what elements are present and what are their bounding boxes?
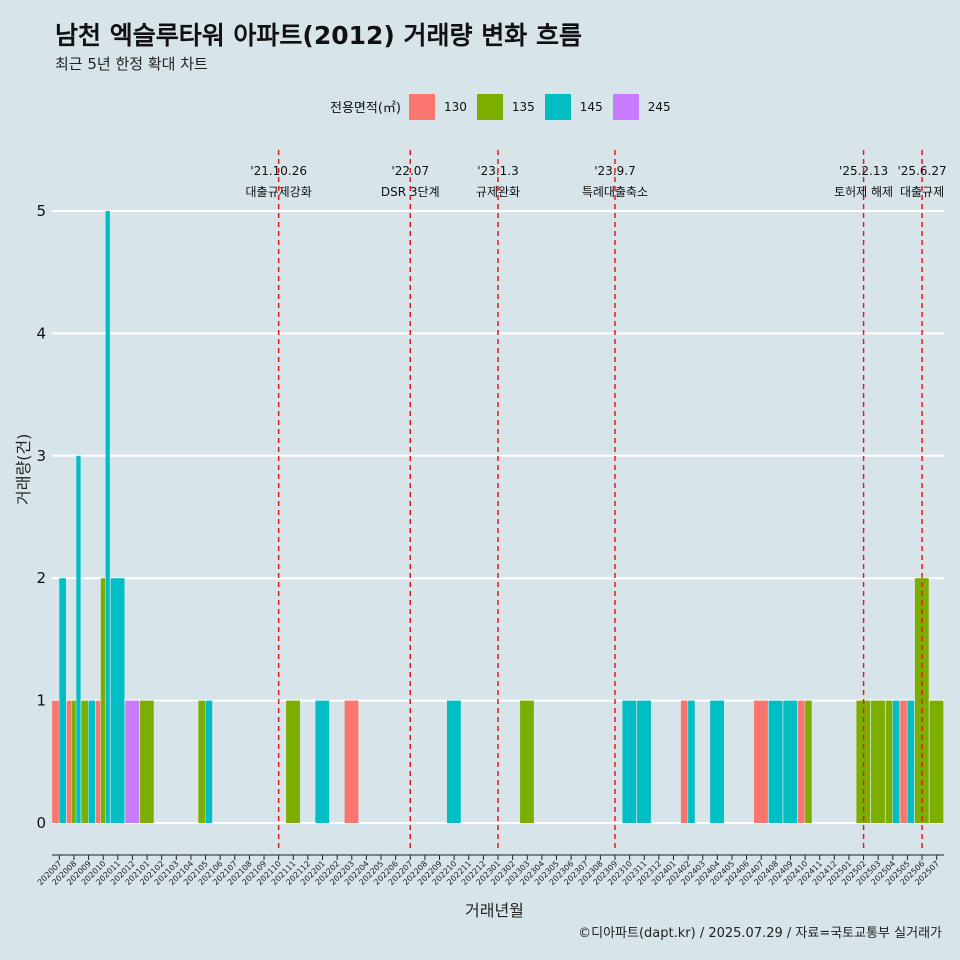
- bar-145-202210: [446, 700, 461, 823]
- event-date: '23.1.3: [477, 164, 518, 178]
- event-label: 대출규제강화: [246, 185, 312, 199]
- event-label: 토허제 해제: [834, 185, 893, 199]
- bar-135-202507: [929, 700, 944, 823]
- y-tick-label: 1: [36, 692, 46, 710]
- legend-label-135: 135: [511, 99, 535, 114]
- bars: [52, 211, 944, 823]
- bar-135-202303: [520, 700, 534, 823]
- bar-135-202010: [100, 578, 106, 823]
- event-date: '25.2.13: [839, 164, 888, 178]
- legend-item-145: 145: [544, 93, 603, 120]
- bar-145-202008: [76, 455, 81, 823]
- bar-130-202007: [52, 700, 59, 823]
- legend: 전용면적(㎡) 130 135 145 245: [330, 93, 681, 120]
- event-date: '23.9.7: [594, 164, 635, 178]
- bar-135-202101: [139, 700, 154, 823]
- bar-145-202505: [907, 700, 915, 823]
- source-caption: ©디아파트(dapt.kr) / 2025.07.29 / 자료=국토교통부 실…: [578, 926, 942, 941]
- event-label: 특례대출축소: [582, 185, 648, 199]
- bar-145-202404: [710, 700, 725, 823]
- bar-135-202502: [856, 700, 871, 823]
- bar-145-202009: [88, 700, 96, 823]
- event-label: 대출규제: [900, 185, 944, 199]
- chart-title: 남천 엑슬루타워 아파트(2012) 거래량 변화 흐름: [55, 21, 582, 50]
- bar-135-202111: [286, 700, 300, 823]
- bar-135-202410: [805, 700, 812, 823]
- bar-145-202311: [637, 700, 651, 823]
- legend-item-245: 245: [612, 93, 671, 120]
- bar-130-202008: [66, 700, 72, 823]
- bar-245-202012: [125, 700, 140, 823]
- y-axis-label: 거래량(건): [14, 433, 33, 505]
- bar-130-202010: [96, 700, 101, 823]
- bar-135-202009: [81, 700, 89, 823]
- bar-130-202402: [680, 700, 688, 823]
- legend-label-145: 145: [579, 99, 603, 114]
- bar-145-202011: [110, 578, 125, 823]
- x-axis-label: 거래년월: [465, 901, 524, 920]
- bar-145-202201: [315, 700, 330, 823]
- legend-swatch-145: [544, 93, 571, 120]
- legend-label-245: 245: [647, 99, 671, 114]
- legend-swatch-130: [408, 93, 435, 120]
- legend-title: 전용면적(㎡): [330, 101, 401, 116]
- legend-label-130: 130: [443, 99, 467, 114]
- bar-145-202310: [622, 700, 637, 823]
- chart-subtitle: 최근 5년 한정 확대 차트: [55, 55, 208, 73]
- event-lines: '21.10.26 대출규제강화 '22.07 DSR 3단계 '23.1.3 규제완화 '…: [246, 150, 947, 852]
- bar-135-202503: [871, 700, 885, 823]
- bar-145-202010: [105, 211, 110, 823]
- bar-145-202504: [892, 700, 900, 823]
- bar-145-202007: [59, 578, 66, 823]
- bar-135-202008: [71, 700, 76, 823]
- y-tick-label: 3: [36, 447, 46, 465]
- bar-135-202504: [885, 700, 893, 823]
- x-axis: 2020072020082020092020102020112020122021…: [36, 854, 944, 887]
- legend-swatch-245: [612, 93, 639, 120]
- event-date: '21.10.26: [250, 164, 307, 178]
- y-tick-label: 0: [36, 814, 46, 832]
- y-tick-label: 4: [36, 324, 46, 342]
- event-label: 규제완화: [476, 185, 520, 199]
- legend-item-135: 135: [476, 93, 535, 120]
- legend-item-130: 130: [408, 93, 467, 120]
- bar-130-202505: [900, 700, 907, 823]
- bar-145-202409: [783, 700, 798, 823]
- y-tick-label: 5: [36, 202, 46, 220]
- legend-swatch-135: [476, 93, 503, 120]
- bar-145-202105: [205, 700, 213, 823]
- bar-130-202407: [754, 700, 768, 823]
- bar-130-202203: [344, 700, 359, 823]
- bar-130-202410: [797, 700, 805, 823]
- event-label: DSR 3단계: [381, 185, 440, 199]
- event-date: '22.07: [391, 164, 429, 178]
- bar-135-202105: [198, 700, 206, 823]
- y-tick-labels: 0 1 2 3 4 5: [36, 202, 46, 832]
- event-date: '25.6.27: [898, 164, 947, 178]
- y-tick-label: 2: [36, 569, 46, 587]
- bar-145-202408: [768, 700, 783, 823]
- bar-145-202402: [688, 700, 695, 823]
